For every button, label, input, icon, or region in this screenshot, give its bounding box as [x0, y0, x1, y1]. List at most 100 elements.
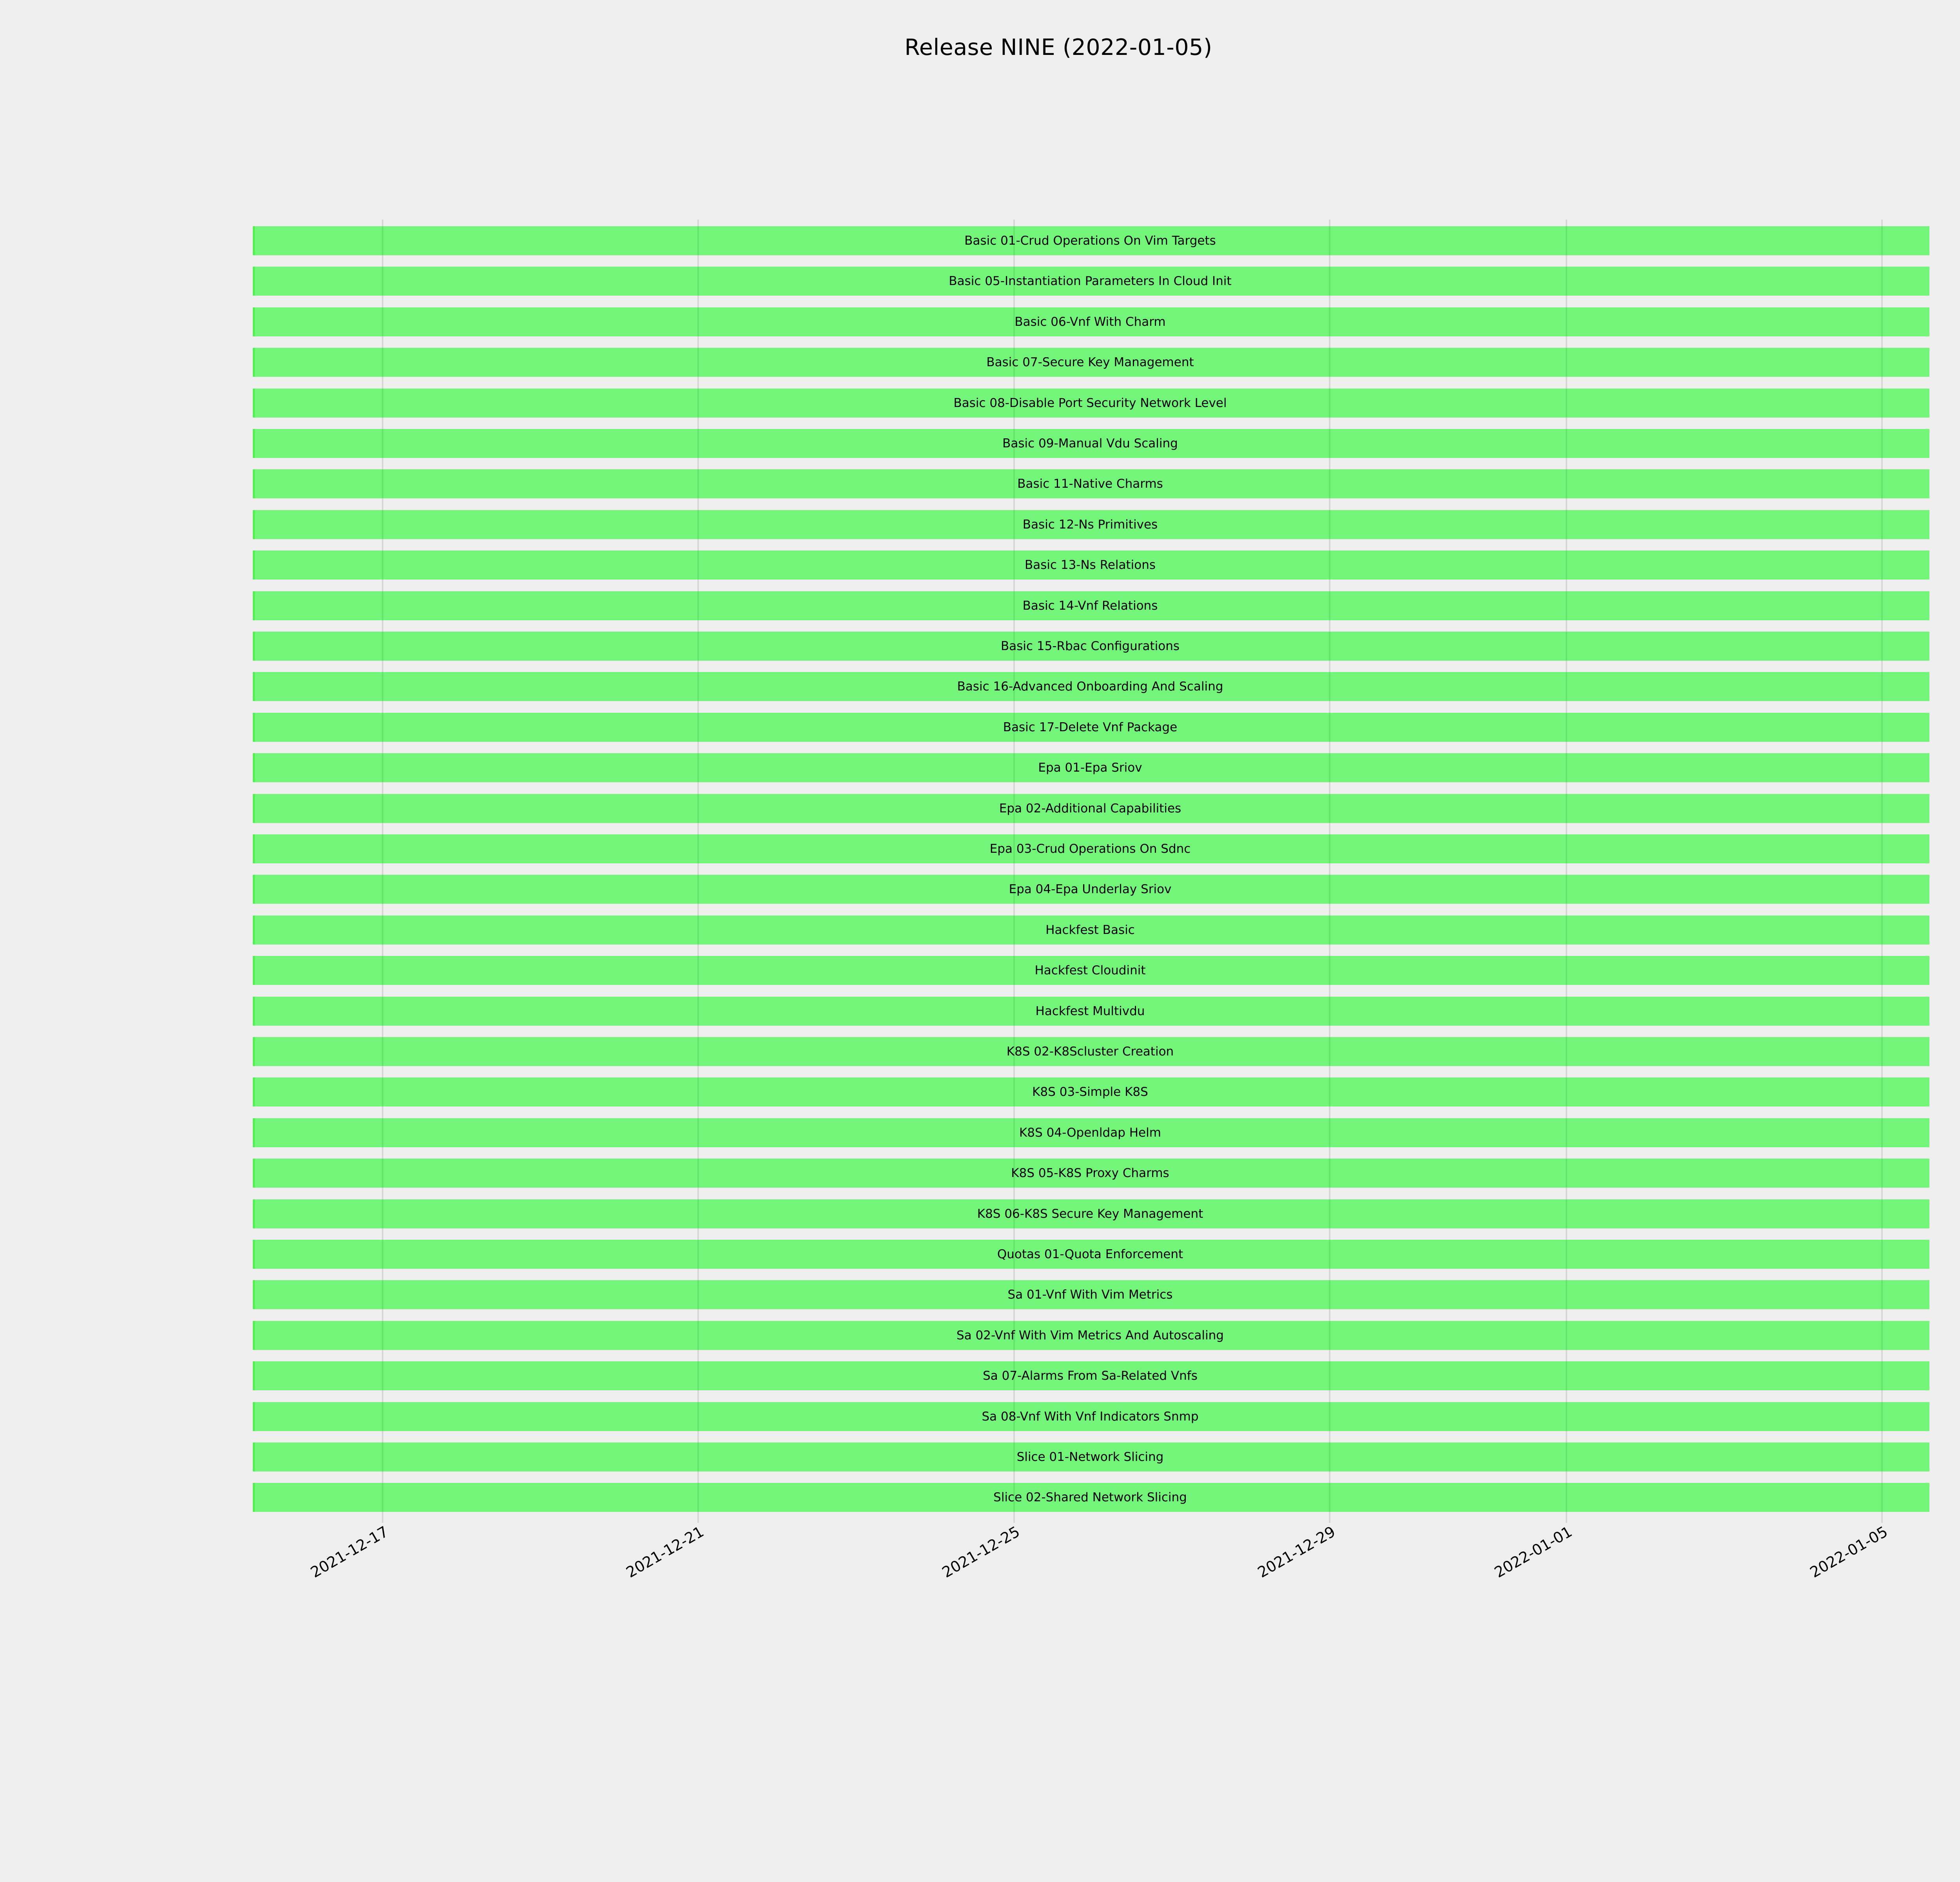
gantt-bar[interactable] — [253, 875, 1929, 904]
gridline-over-bar — [1881, 1321, 1883, 1350]
gantt-bar-row[interactable]: Basic 09-Manual Vdu Scaling — [253, 429, 1929, 458]
gantt-bar[interactable] — [253, 348, 1929, 377]
gantt-bar[interactable] — [253, 469, 1929, 499]
gantt-bar[interactable] — [253, 1280, 1929, 1310]
gantt-bar[interactable] — [253, 1199, 1929, 1228]
gantt-bar-row[interactable]: Basic 08-Disable Port Security Network L… — [253, 388, 1929, 418]
gantt-bar[interactable] — [253, 429, 1929, 458]
gantt-bar-row[interactable]: K8S 04-Openldap Helm — [253, 1118, 1929, 1147]
gantt-bar[interactable] — [253, 591, 1929, 620]
gridline-over-bar — [1881, 834, 1883, 863]
gantt-bar[interactable] — [253, 996, 1929, 1026]
gantt-bar-row[interactable]: Hackfest Multivdu — [253, 996, 1929, 1026]
gridline-over-bar — [1013, 712, 1015, 742]
gridline-over-bar — [1013, 1361, 1015, 1391]
gantt-bar-row[interactable]: Epa 02-Additional Capabilities — [253, 794, 1929, 823]
gantt-bar[interactable] — [253, 550, 1929, 580]
gantt-bar-row[interactable]: Sa 01-Vnf With Vim Metrics — [253, 1280, 1929, 1310]
gantt-bar-row[interactable]: Basic 05-Instantiation Parameters In Clo… — [253, 267, 1929, 296]
gridline-over-bar — [1013, 1280, 1015, 1310]
gridline-over-bar — [1013, 550, 1015, 580]
gridline-over-bar — [1328, 834, 1330, 863]
gantt-bar[interactable] — [253, 834, 1929, 863]
gantt-bar-row[interactable]: Slice 01-Network Slicing — [253, 1442, 1929, 1471]
gridline-over-bar — [382, 510, 384, 539]
gantt-bar[interactable] — [253, 1159, 1929, 1188]
gridline-over-bar — [1881, 1442, 1883, 1471]
gantt-bar-row[interactable]: Quotas 01-Quota Enforcement — [253, 1240, 1929, 1269]
gantt-bar-row[interactable]: Epa 01-Epa Sriov — [253, 753, 1929, 783]
gantt-bar[interactable] — [253, 307, 1929, 336]
gantt-bar[interactable] — [253, 1321, 1929, 1350]
gantt-bar-row[interactable]: Basic 16-Advanced Onboarding And Scaling — [253, 672, 1929, 701]
gridline-over-bar — [1013, 956, 1015, 985]
gantt-bar-row[interactable]: Basic 07-Secure Key Management — [253, 348, 1929, 377]
gridline-over-bar — [1013, 753, 1015, 783]
gantt-bar[interactable] — [253, 510, 1929, 539]
gantt-bar-row[interactable]: K8S 03-Simple K8S — [253, 1077, 1929, 1107]
gridline-over-bar — [382, 1402, 384, 1431]
x-axis-tick-label: 2021-12-25 — [939, 1523, 1023, 1581]
gantt-bar[interactable] — [253, 1240, 1929, 1269]
gantt-bar-row[interactable]: Basic 17-Delete Vnf Package — [253, 712, 1929, 742]
gantt-bar[interactable] — [253, 1402, 1929, 1431]
gridline-over-bar — [697, 1240, 699, 1269]
gantt-bar-row[interactable]: Basic 14-Vnf Relations — [253, 591, 1929, 620]
gantt-bar-row[interactable]: Epa 03-Crud Operations On Sdnc — [253, 834, 1929, 863]
gantt-bar[interactable] — [253, 1442, 1929, 1471]
gridline-over-bar — [1328, 388, 1330, 418]
gantt-bar[interactable] — [253, 1077, 1929, 1107]
gantt-bar[interactable] — [253, 794, 1929, 823]
gantt-bar-row[interactable]: Basic 11-Native Charms — [253, 469, 1929, 499]
gridline-over-bar — [1328, 1483, 1330, 1512]
gantt-bar-row[interactable]: K8S 02-K8Scluster Creation — [253, 1037, 1929, 1066]
gantt-bar-row[interactable]: Hackfest Basic — [253, 915, 1929, 945]
gantt-bar-row[interactable]: Basic 13-Ns Relations — [253, 550, 1929, 580]
gantt-bar[interactable] — [253, 672, 1929, 701]
gridline-over-bar — [1881, 753, 1883, 783]
gridline-over-bar — [697, 794, 699, 823]
gridline-over-bar — [382, 1037, 384, 1066]
gantt-bar[interactable] — [253, 915, 1929, 945]
gantt-bar[interactable] — [253, 226, 1929, 255]
gantt-bar[interactable] — [253, 753, 1929, 783]
gantt-bar-row[interactable]: Hackfest Cloudinit — [253, 956, 1929, 985]
gantt-bar[interactable] — [253, 632, 1929, 661]
gridline-over-bar — [382, 469, 384, 499]
gantt-bar-row[interactable]: Epa 04-Epa Underlay Sriov — [253, 875, 1929, 904]
gridline-over-bar — [697, 1199, 699, 1228]
gridline-over-bar — [382, 429, 384, 458]
gridline-over-bar — [1565, 1037, 1567, 1066]
gridline-over-bar — [1565, 915, 1567, 945]
gridline-over-bar — [1328, 875, 1330, 904]
gantt-bar-row[interactable]: Basic 01-Crud Operations On Vim Targets — [253, 226, 1929, 255]
gridline — [1013, 220, 1015, 1523]
gantt-bar-row[interactable]: Basic 06-Vnf With Charm — [253, 307, 1929, 336]
gantt-bar[interactable] — [253, 1483, 1929, 1512]
gantt-bar-row[interactable]: Basic 12-Ns Primitives — [253, 510, 1929, 539]
gridline-over-bar — [1565, 996, 1567, 1026]
gridline-over-bar — [1328, 226, 1330, 255]
gantt-bar-row[interactable]: K8S 06-K8S Secure Key Management — [253, 1199, 1929, 1228]
gantt-bar[interactable] — [253, 267, 1929, 296]
gantt-bar-row[interactable]: Sa 07-Alarms From Sa-Related Vnfs — [253, 1361, 1929, 1391]
gantt-bar-row[interactable]: Sa 08-Vnf With Vnf Indicators Snmp — [253, 1402, 1929, 1431]
gantt-bar[interactable] — [253, 1118, 1929, 1147]
gantt-bar[interactable] — [253, 388, 1929, 418]
gridline-over-bar — [1565, 1483, 1567, 1512]
gridline-over-bar — [1013, 1199, 1015, 1228]
gantt-bar[interactable] — [253, 712, 1929, 742]
gantt-bar-row[interactable]: Sa 02-Vnf With Vim Metrics And Autoscali… — [253, 1321, 1929, 1350]
gridline-over-bar — [1881, 1483, 1883, 1512]
gantt-bar-row[interactable]: K8S 05-K8S Proxy Charms — [253, 1159, 1929, 1188]
gridline-over-bar — [1565, 1118, 1567, 1147]
gridline-over-bar — [1565, 226, 1567, 255]
gridline-over-bar — [1013, 1240, 1015, 1269]
gridline-over-bar — [1881, 672, 1883, 701]
gantt-bar-row[interactable]: Slice 02-Shared Network Slicing — [253, 1483, 1929, 1512]
gantt-bar[interactable] — [253, 1361, 1929, 1391]
gantt-bar[interactable] — [253, 956, 1929, 985]
gantt-bar-row[interactable]: Basic 15-Rbac Configurations — [253, 632, 1929, 661]
gantt-bar[interactable] — [253, 1037, 1929, 1066]
gridline-over-bar — [697, 469, 699, 499]
